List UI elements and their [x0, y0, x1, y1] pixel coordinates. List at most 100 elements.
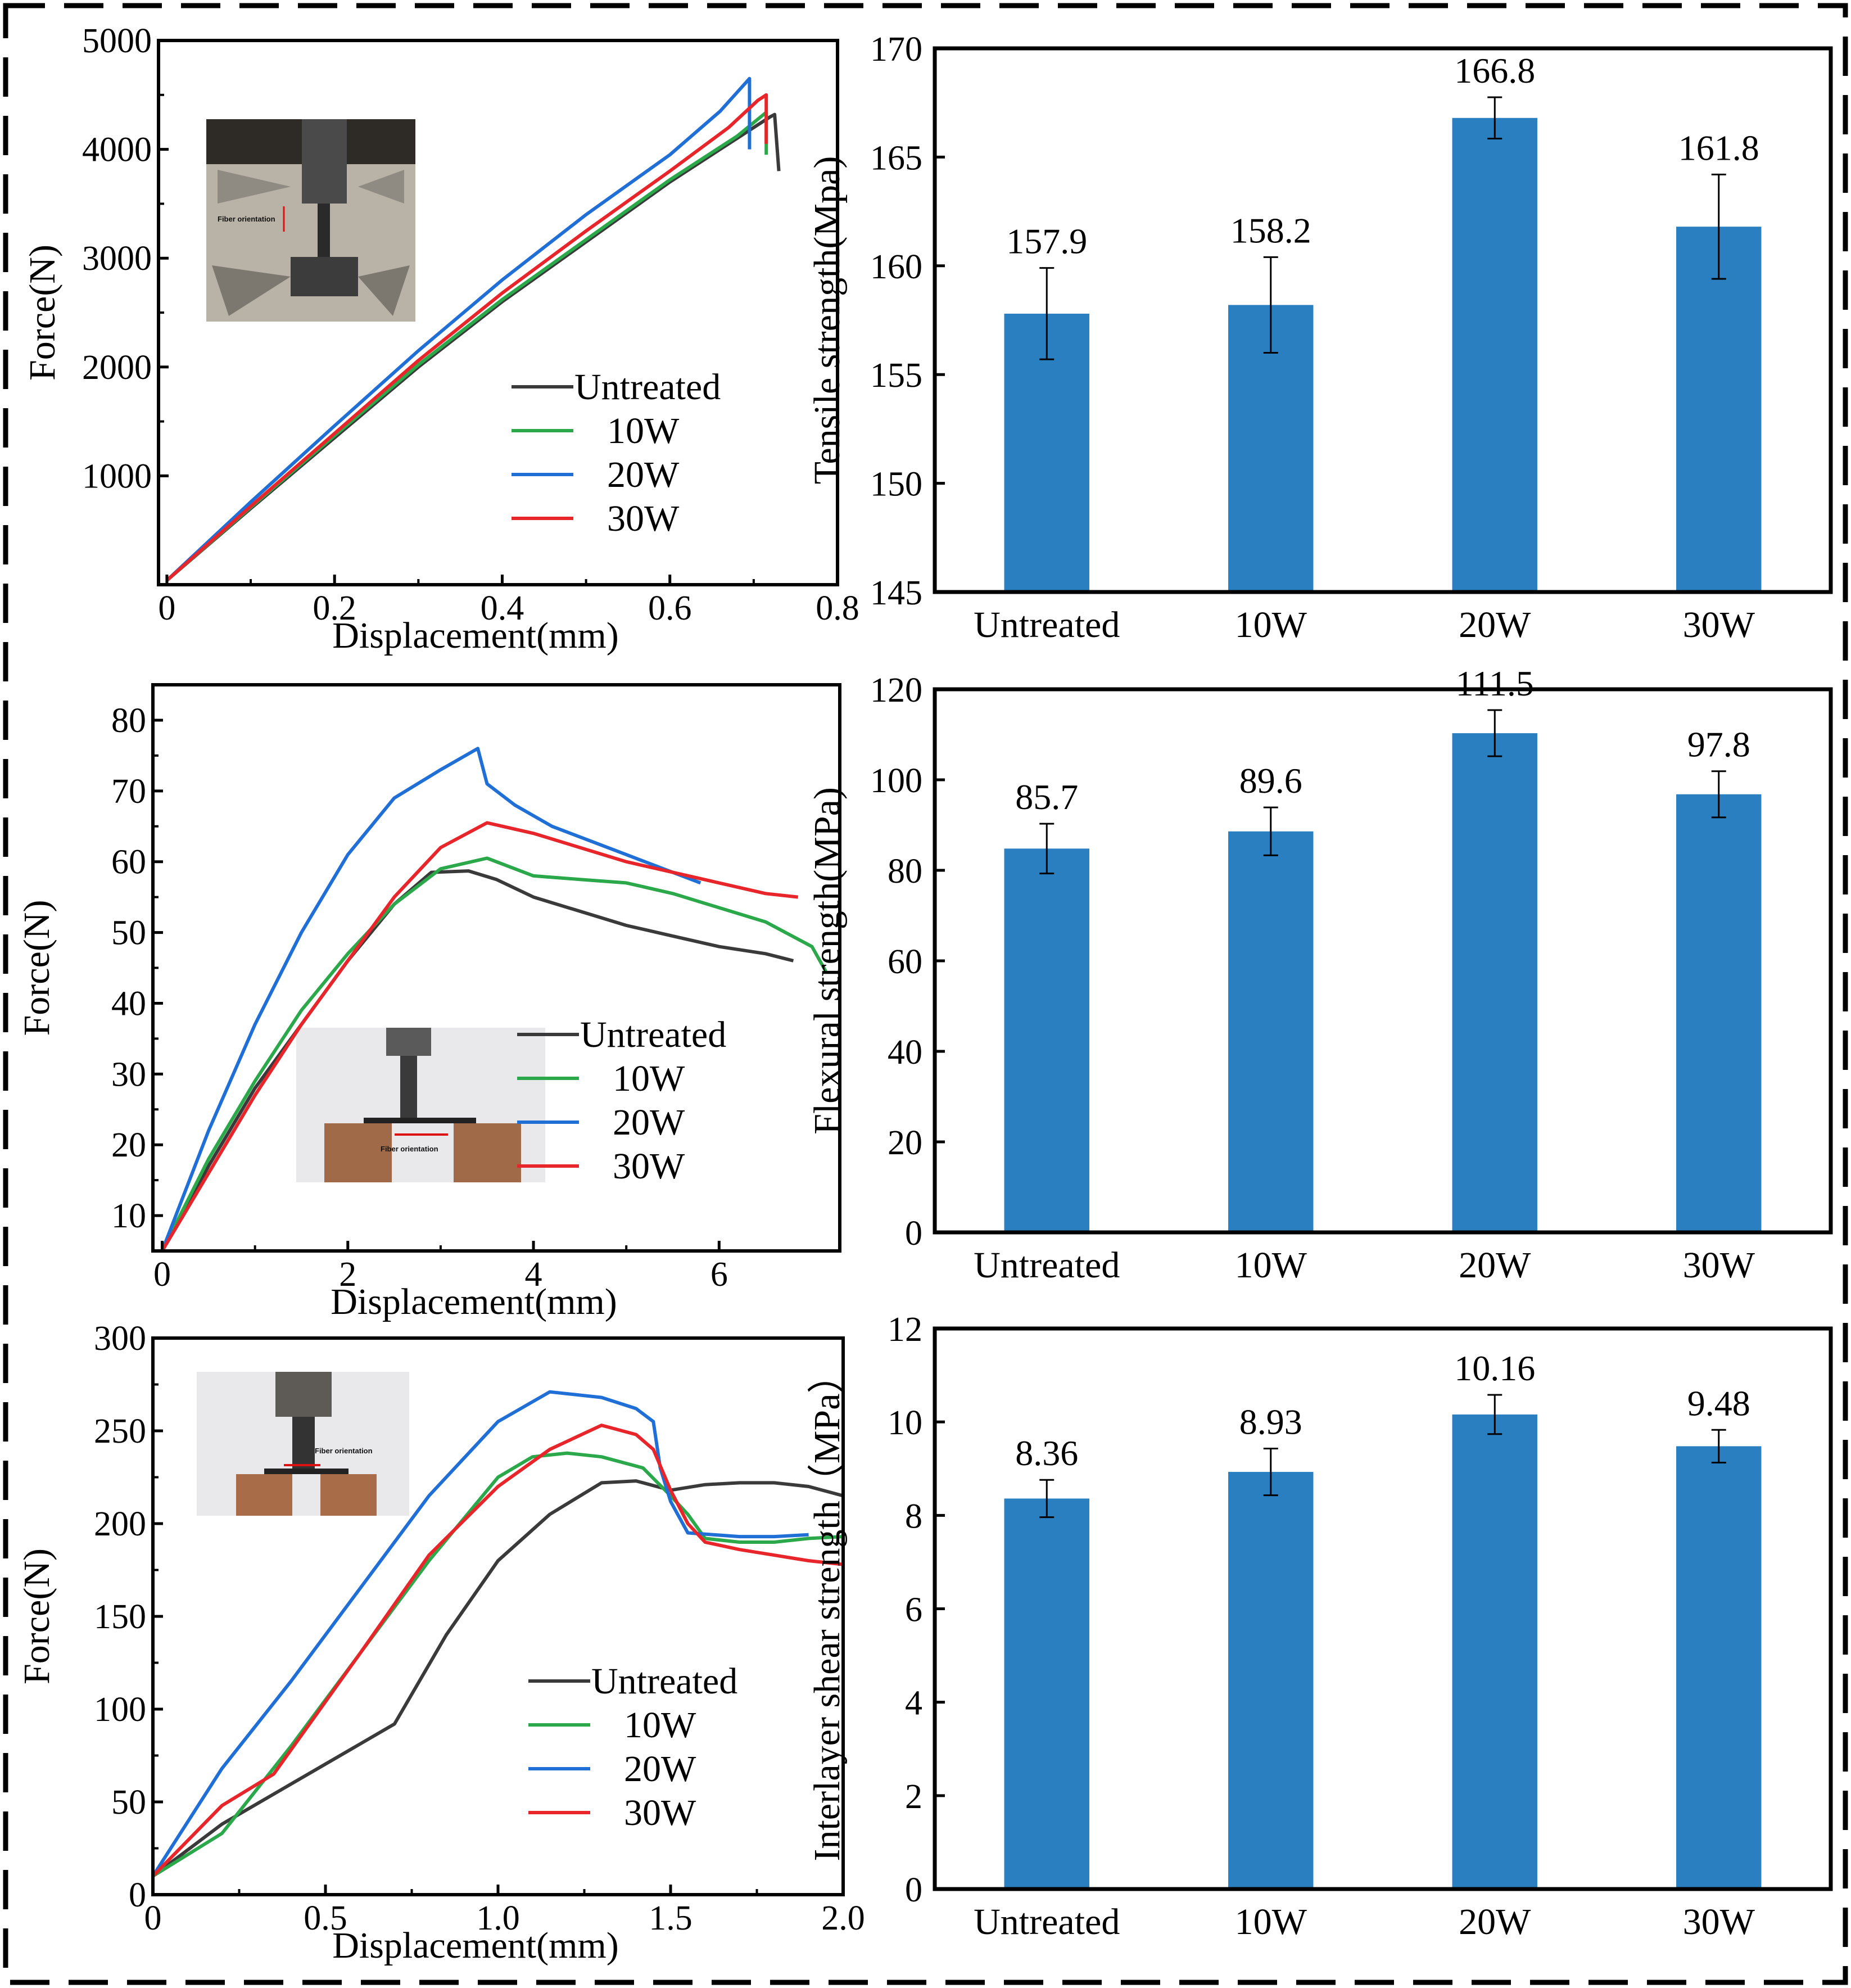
bar-value-label: 10.16 — [1454, 1348, 1535, 1388]
bar-value-label: 111.5 — [1456, 663, 1534, 703]
y-axis-title: Force(N) — [22, 245, 63, 381]
x-tick-label: 0 — [153, 1255, 171, 1294]
inset-grip-wedge-left — [218, 170, 291, 204]
y-tick-label: 70 — [111, 772, 146, 811]
inset-upper-grip — [302, 119, 347, 204]
legend-label-30w: 30W — [607, 498, 680, 539]
x-tick-label: 2.0 — [821, 1899, 865, 1937]
y-axis-title: Force(N) — [16, 900, 57, 1036]
flexural-curve-panel: Fiber orientation 0 2 4 6 10 20 30 40 50 60 70 80 Dis… — [16, 683, 841, 1322]
x-category-label: 10W — [1235, 1245, 1307, 1286]
y-axis-title: Interlayer shear strength（MPa） — [807, 1356, 848, 1861]
inset-support-right — [454, 1123, 521, 1182]
x-tick-label: 2 — [339, 1255, 356, 1294]
y-tick-label: 1000 — [82, 457, 152, 495]
x-tick-label: 1.0 — [476, 1899, 520, 1937]
y-axis-title: Force(N) — [16, 1548, 57, 1684]
y-tick-label: 10 — [111, 1197, 146, 1235]
inset-grip-wedge-right — [358, 170, 404, 204]
y-tick-label: 5000 — [82, 22, 152, 60]
y-tick-label: 300 — [94, 1320, 146, 1358]
inset-support-left — [236, 1474, 292, 1516]
inset-lower-grip — [291, 257, 358, 296]
inset-specimen — [318, 204, 330, 260]
bar-30w — [1676, 1446, 1762, 1889]
y-axis-title: Flexural strength(MPa) — [807, 787, 848, 1135]
x-category-label: 20W — [1459, 1245, 1531, 1286]
legend-label-untreated: Untreated — [574, 367, 721, 408]
series-line-10w — [160, 856, 827, 1252]
series-line-untreated — [152, 1479, 844, 1878]
y-tick-label: 4000 — [82, 131, 152, 169]
y-tick-label: 0 — [905, 1214, 922, 1253]
y-tick-label: 0 — [905, 1871, 922, 1909]
y-tick-label: 3000 — [82, 240, 152, 278]
legend-label-10w: 10W — [607, 410, 680, 451]
x-axis-title: Displacement(mm) — [332, 1925, 619, 1966]
inset-loading-nose — [400, 1056, 417, 1118]
x-tick-label: 0.8 — [816, 589, 859, 627]
y-tick-label: 50 — [111, 914, 146, 952]
y-tick-label: 100 — [870, 762, 922, 800]
x-category-label: 20W — [1459, 604, 1531, 645]
inset-caption: Fiber orientation — [315, 1447, 373, 1455]
y-tick-label: 10 — [888, 1404, 922, 1442]
x-tick-label: 0 — [144, 1899, 162, 1937]
x-tick-label: 1.5 — [649, 1899, 693, 1937]
y-tick-label: 60 — [888, 943, 922, 981]
bar-untreated — [1004, 848, 1089, 1232]
x-tick-label: 0.6 — [648, 589, 692, 627]
inset-support-left — [324, 1123, 392, 1182]
inset-lower-wedge-left — [212, 265, 291, 316]
inset-specimen — [364, 1118, 476, 1123]
x-axis-title: Displacement(mm) — [331, 1281, 617, 1322]
y-tick-label: 100 — [94, 1691, 146, 1729]
inset-specimen — [264, 1469, 349, 1474]
y-tick-label: 4 — [905, 1684, 922, 1723]
x-tick-label: 0 — [158, 589, 175, 627]
y-tick-label: 2000 — [82, 349, 152, 387]
y-tick-label: 80 — [888, 852, 922, 891]
y-tick-label: 40 — [888, 1033, 922, 1072]
y-tick-label: 150 — [94, 1598, 146, 1636]
dashed-figure-border — [3, 3, 1848, 1985]
y-axis-title: Tensile strength(Mpa) — [807, 156, 848, 485]
y-tick-label: 6 — [905, 1591, 922, 1629]
inset-support-right — [320, 1474, 377, 1516]
ilss-bar-panel: 8.36 Untreated 8.93 10W 10.16 20W 9.48 30W 0 2 4 6 8… — [807, 1311, 1833, 1942]
y-tick-label: 145 — [870, 574, 922, 612]
bar-10w — [1228, 1472, 1314, 1889]
inset-loading-nose — [292, 1417, 315, 1470]
x-axis-title: Displacement(mm) — [332, 615, 619, 656]
x-category-label: Untreated — [974, 1901, 1120, 1942]
tensile-bar-panel: 157.9 Untreated 158.2 10W 166.8 20W 161.8 30W 14… — [807, 30, 1833, 645]
bar-value-label: 8.36 — [1015, 1433, 1078, 1473]
y-tick-label: 60 — [111, 843, 146, 882]
inset-loading-head — [386, 1028, 431, 1056]
y-tick-label: 160 — [870, 248, 922, 286]
y-tick-label: 155 — [870, 356, 922, 395]
bar-30w — [1676, 794, 1762, 1232]
y-tick-label: 150 — [870, 466, 922, 504]
plot-frame — [933, 46, 1833, 594]
inset-caption: Fiber orientation — [381, 1145, 438, 1153]
y-tick-label: 20 — [888, 1124, 922, 1162]
x-category-label: 30W — [1683, 604, 1755, 645]
bar-value-label: 85.7 — [1015, 777, 1078, 817]
bar-value-label: 157.9 — [1006, 222, 1087, 261]
x-category-label: 10W — [1235, 604, 1307, 645]
bar-20w — [1452, 733, 1537, 1232]
bar-value-label: 97.8 — [1687, 725, 1750, 765]
bar-value-label: 89.6 — [1239, 761, 1302, 801]
y-tick-label: 250 — [94, 1412, 146, 1451]
bar-value-label: 9.48 — [1687, 1383, 1750, 1423]
y-tick-label: 2 — [905, 1778, 922, 1816]
series-line-20w — [165, 76, 752, 582]
bar-value-label: 158.2 — [1230, 210, 1311, 250]
tensile-curve-panel: Fiber orientation 0 0.2 0.4 0.6 0.8 1000 2000 30… — [22, 22, 859, 656]
series-line-10w — [152, 1451, 844, 1878]
series-line-30w — [165, 93, 768, 582]
series-line-30w — [160, 821, 799, 1252]
y-tick-label: 80 — [111, 702, 146, 740]
